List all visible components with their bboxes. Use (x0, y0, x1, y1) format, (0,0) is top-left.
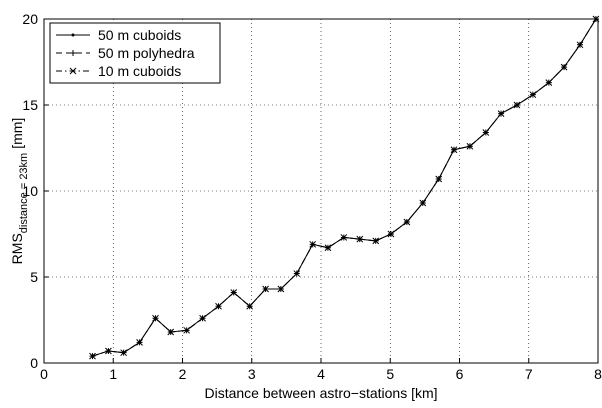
legend-marker (69, 67, 77, 75)
plot-frame (43, 18, 599, 364)
marker (482, 129, 490, 136)
y-tick-label: 20 (22, 11, 38, 27)
marker (309, 240, 317, 248)
legend-label: 50 m cuboids (98, 27, 181, 43)
x-tick-label: 5 (386, 366, 394, 382)
marker (277, 285, 285, 293)
y-tick-label: 10 (22, 183, 38, 199)
marker (356, 235, 364, 243)
marker (215, 302, 222, 310)
y-tick-label: 0 (30, 355, 38, 371)
marker (167, 328, 175, 336)
marker (419, 199, 427, 207)
marker (246, 302, 254, 310)
legend-label: 50 m polyhedra (98, 45, 195, 61)
marker (293, 270, 301, 277)
y-tick-label: 5 (30, 269, 38, 285)
marker (576, 41, 584, 49)
marker (435, 175, 443, 183)
marker (89, 352, 96, 360)
y-axis-label-subscript: distance = 23km (18, 153, 30, 233)
x-tick-label: 4 (317, 366, 325, 382)
x-tick-label: 6 (456, 366, 464, 382)
x-tick-label: 0 (40, 366, 48, 382)
x-tick-label: 7 (525, 366, 533, 382)
y-axis-label-unit: [mm] (9, 118, 25, 149)
x-tick-label: 1 (109, 366, 117, 382)
x-axis-label: Distance between astro−stations [km] (204, 385, 437, 401)
marker (230, 289, 238, 296)
x-tick-label: 2 (179, 366, 187, 382)
legend-marker (71, 33, 75, 37)
marker (545, 79, 553, 86)
marker (183, 326, 191, 334)
marker (387, 230, 395, 238)
marker (529, 91, 537, 99)
marker (199, 314, 206, 322)
legend-marker (70, 50, 76, 56)
marker (592, 15, 600, 23)
marker (560, 63, 568, 71)
marker (324, 244, 332, 252)
marker (340, 234, 348, 241)
legend-label: 10 m cuboids (98, 63, 181, 79)
marker (403, 218, 411, 226)
x-tick-label: 8 (594, 366, 602, 382)
marker (120, 349, 127, 357)
x-tick-label: 3 (248, 366, 256, 382)
marker (372, 237, 380, 245)
marker (136, 339, 143, 346)
y-axis-label-main: RMS (9, 233, 25, 264)
marker (497, 110, 505, 117)
marker (105, 347, 112, 355)
marker (152, 314, 159, 322)
marker (466, 142, 474, 150)
marker (513, 101, 521, 109)
y-tick-label: 15 (22, 97, 38, 113)
marker (262, 285, 269, 293)
y-axis-label: RMSdistance = 23km [mm] (9, 118, 30, 265)
marker (450, 146, 458, 154)
